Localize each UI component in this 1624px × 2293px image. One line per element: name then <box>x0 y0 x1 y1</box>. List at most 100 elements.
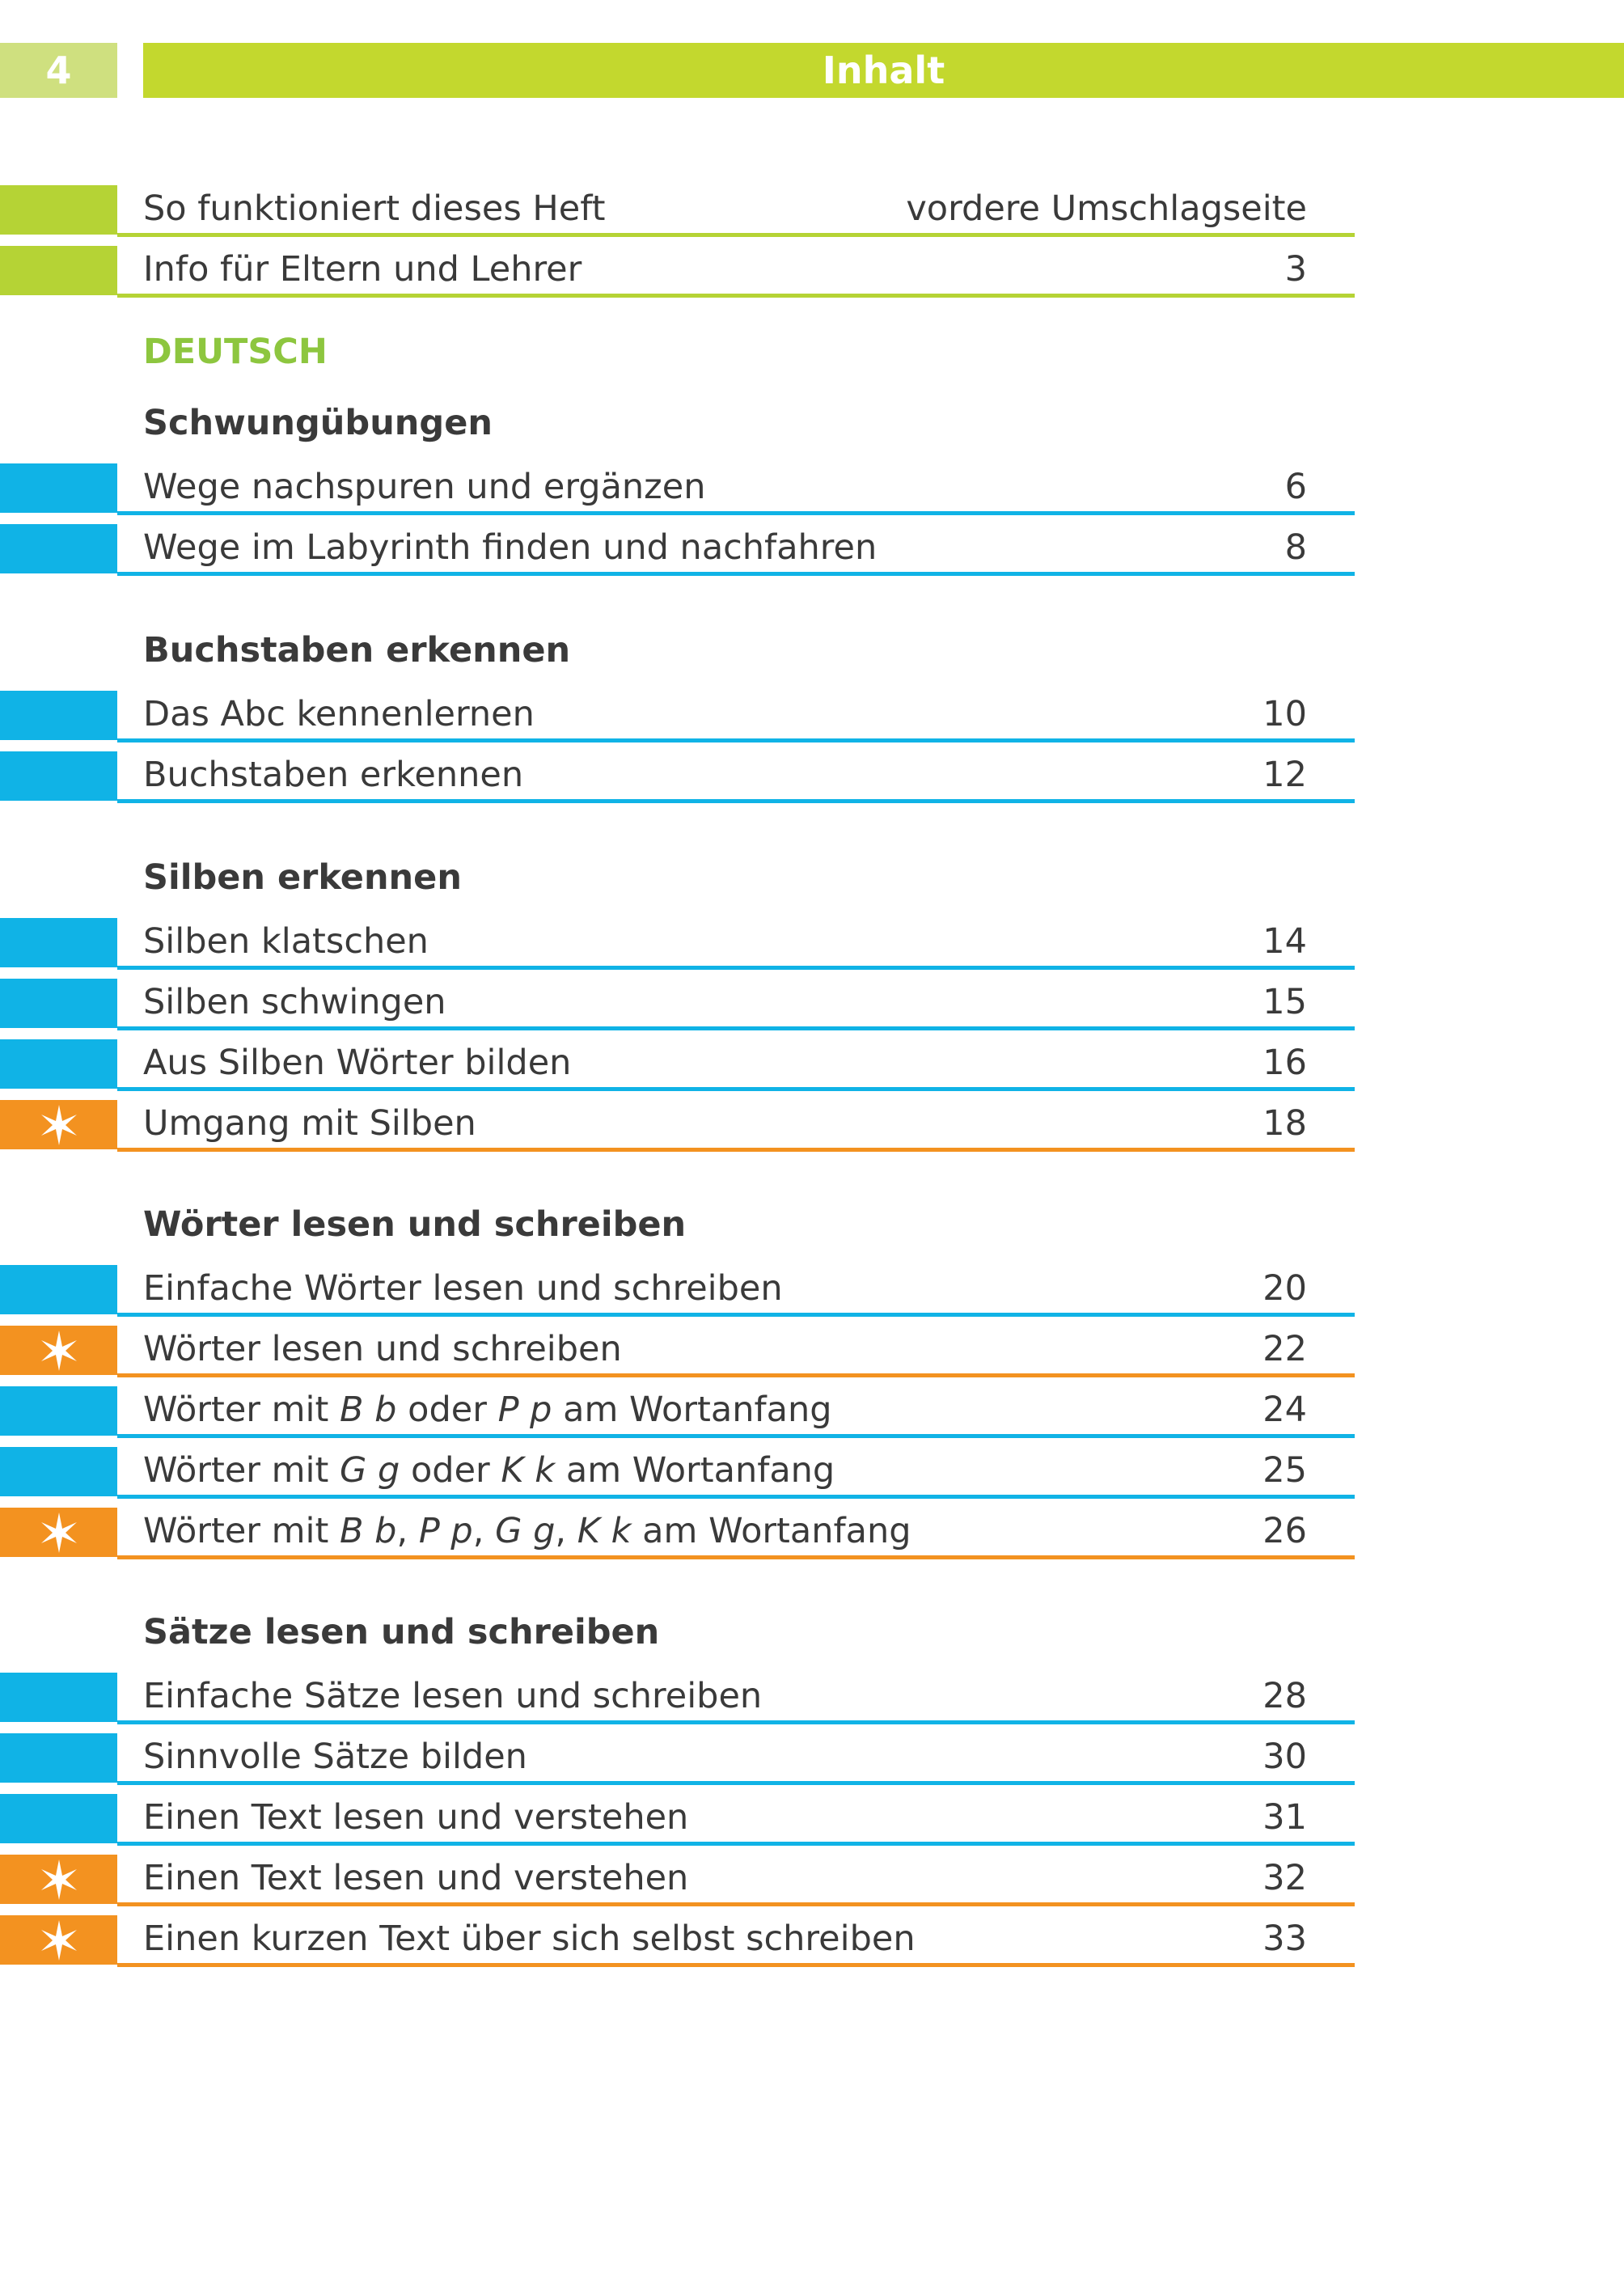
row-marker <box>0 185 117 235</box>
toc-page: 18 <box>1262 1103 1307 1144</box>
row-divider <box>117 1963 1355 1967</box>
toc-row[interactable]: So funktioniert dieses Heft vordere Umsc… <box>0 183 1624 243</box>
toc-page: 10 <box>1262 694 1307 734</box>
row-marker <box>0 979 117 1028</box>
section-title: Schwungübungen <box>143 403 493 443</box>
toc-row[interactable]: Wörter mit B b oder P p am Wortanfang 24 <box>0 1384 1624 1445</box>
toc-page: 30 <box>1262 1737 1307 1777</box>
toc-page: 26 <box>1262 1511 1307 1551</box>
toc-row[interactable]: Silben schwingen 15 <box>0 976 1624 1037</box>
toc-label: Einen Text lesen und verstehen <box>143 1858 689 1898</box>
toc-page: vordere Umschlagseite <box>906 188 1307 229</box>
toc-label: Umgang mit Silben <box>143 1103 476 1144</box>
row-divider <box>117 1148 1355 1152</box>
toc-row[interactable]: Sinnvolle Sätze bilden 30 <box>0 1731 1624 1792</box>
toc-row[interactable]: Einen Text lesen und verstehen 32 <box>0 1852 1624 1913</box>
toc-label: Das Abc kennenlernen <box>143 694 535 734</box>
toc-label: Info für Eltern und Lehrer <box>143 249 582 290</box>
section-heading: Schwungübungen <box>0 400 1624 461</box>
row-divider <box>117 1434 1355 1438</box>
toc-page: 3 <box>1284 249 1307 290</box>
toc-label: Aus Silben Wörter bilden <box>143 1043 572 1083</box>
row-divider <box>117 1720 1355 1724</box>
star-icon <box>40 1512 77 1553</box>
star-icon <box>40 1859 77 1900</box>
section-heading: Sätze lesen und schreiben <box>0 1610 1624 1670</box>
toc-label: Silben schwingen <box>143 982 446 1022</box>
toc-page: 20 <box>1262 1268 1307 1309</box>
toc-row[interactable]: Wörter lesen und schreiben 22 <box>0 1323 1624 1384</box>
toc-label: So funktioniert dieses Heft <box>143 188 606 229</box>
toc-row[interactable]: Einen kurzen Text über sich selbst schre… <box>0 1913 1624 1974</box>
row-divider <box>117 572 1355 576</box>
toc-label: Wege nachspuren und ergänzen <box>143 467 706 507</box>
toc-row[interactable]: Einen Text lesen und verstehen 31 <box>0 1792 1624 1852</box>
row-marker <box>0 246 117 295</box>
star-icon <box>40 1919 77 1961</box>
toc-row[interactable]: Wörter mit G g oder K k am Wortanfang 25 <box>0 1445 1624 1505</box>
row-divider <box>117 1087 1355 1091</box>
row-divider <box>117 1495 1355 1499</box>
row-divider <box>117 233 1355 237</box>
toc-label: Wörter mit B b, P p, G g, K k am Wortanf… <box>143 1511 911 1551</box>
toc-label: Wörter mit G g oder K k am Wortanfang <box>143 1450 835 1491</box>
row-marker <box>0 751 117 801</box>
row-marker <box>0 1508 117 1557</box>
row-divider <box>117 966 1355 970</box>
toc-row[interactable]: Silben klatschen 14 <box>0 916 1624 976</box>
row-divider <box>117 1026 1355 1030</box>
toc-label: Silben klatschen <box>143 921 429 962</box>
row-marker <box>0 918 117 967</box>
toc-page: 25 <box>1262 1450 1307 1491</box>
row-divider <box>117 1781 1355 1785</box>
toc-label: Einfache Wörter lesen und schreiben <box>143 1268 783 1309</box>
row-marker <box>0 524 117 573</box>
toc-row[interactable]: Wörter mit B b, P p, G g, K k am Wortanf… <box>0 1505 1624 1566</box>
toc-label: Sinnvolle Sätze bilden <box>143 1737 527 1777</box>
toc-label: Wörter mit B b oder P p am Wortanfang <box>143 1390 832 1430</box>
row-divider <box>117 738 1355 742</box>
row-marker <box>0 1265 117 1314</box>
toc-row[interactable]: Umgang mit Silben 18 <box>0 1098 1624 1158</box>
section-title: Buchstaben erkennen <box>143 630 571 671</box>
subject-heading: DEUTSCH <box>0 304 1624 400</box>
table-of-contents: So funktioniert dieses Heft vordere Umsc… <box>0 183 1624 1974</box>
toc-row[interactable]: Einfache Sätze lesen und schreiben 28 <box>0 1670 1624 1731</box>
page-number: 4 <box>0 43 117 98</box>
toc-label: Einen kurzen Text über sich selbst schre… <box>143 1919 916 1959</box>
row-marker <box>0 1915 117 1965</box>
subject-label: DEUTSCH <box>143 332 328 372</box>
toc-row[interactable]: Info für Eltern und Lehrer 3 <box>0 243 1624 304</box>
row-marker <box>0 1855 117 1904</box>
toc-label: Einen Text lesen und verstehen <box>143 1797 689 1838</box>
row-divider <box>117 294 1355 298</box>
section-title: Silben erkennen <box>143 857 462 898</box>
toc-row[interactable]: Wege nachspuren und ergänzen 6 <box>0 461 1624 522</box>
row-divider <box>117 1842 1355 1846</box>
toc-label: Wege im Labyrinth finden und nachfahren <box>143 527 878 568</box>
toc-page: 16 <box>1262 1043 1307 1083</box>
row-marker <box>0 1733 117 1783</box>
section-heading: Wörter lesen und schreiben <box>0 1202 1624 1263</box>
row-marker <box>0 1447 117 1496</box>
toc-row[interactable]: Buchstaben erkennen 12 <box>0 749 1624 810</box>
toc-page: 33 <box>1262 1919 1307 1959</box>
toc-page: 32 <box>1262 1858 1307 1898</box>
row-divider <box>117 511 1355 515</box>
toc-row[interactable]: Einfache Wörter lesen und schreiben 20 <box>0 1263 1624 1323</box>
section-heading: Silben erkennen <box>0 855 1624 916</box>
page-title: Inhalt <box>143 43 1624 98</box>
toc-row[interactable]: Aus Silben Wörter bilden 16 <box>0 1037 1624 1098</box>
toc-label: Wörter lesen und schreiben <box>143 1329 622 1369</box>
toc-page: 24 <box>1262 1390 1307 1430</box>
toc-row[interactable]: Das Abc kennenlernen 10 <box>0 688 1624 749</box>
row-marker <box>0 1794 117 1843</box>
row-divider <box>117 799 1355 803</box>
row-divider <box>117 1902 1355 1906</box>
toc-page: 14 <box>1262 921 1307 962</box>
section-title: Sätze lesen und schreiben <box>143 1612 660 1652</box>
row-marker <box>0 1386 117 1436</box>
toc-label: Einfache Sätze lesen und schreiben <box>143 1676 763 1716</box>
toc-page: 31 <box>1262 1797 1307 1838</box>
toc-row[interactable]: Wege im Labyrinth finden und nachfahren … <box>0 522 1624 582</box>
